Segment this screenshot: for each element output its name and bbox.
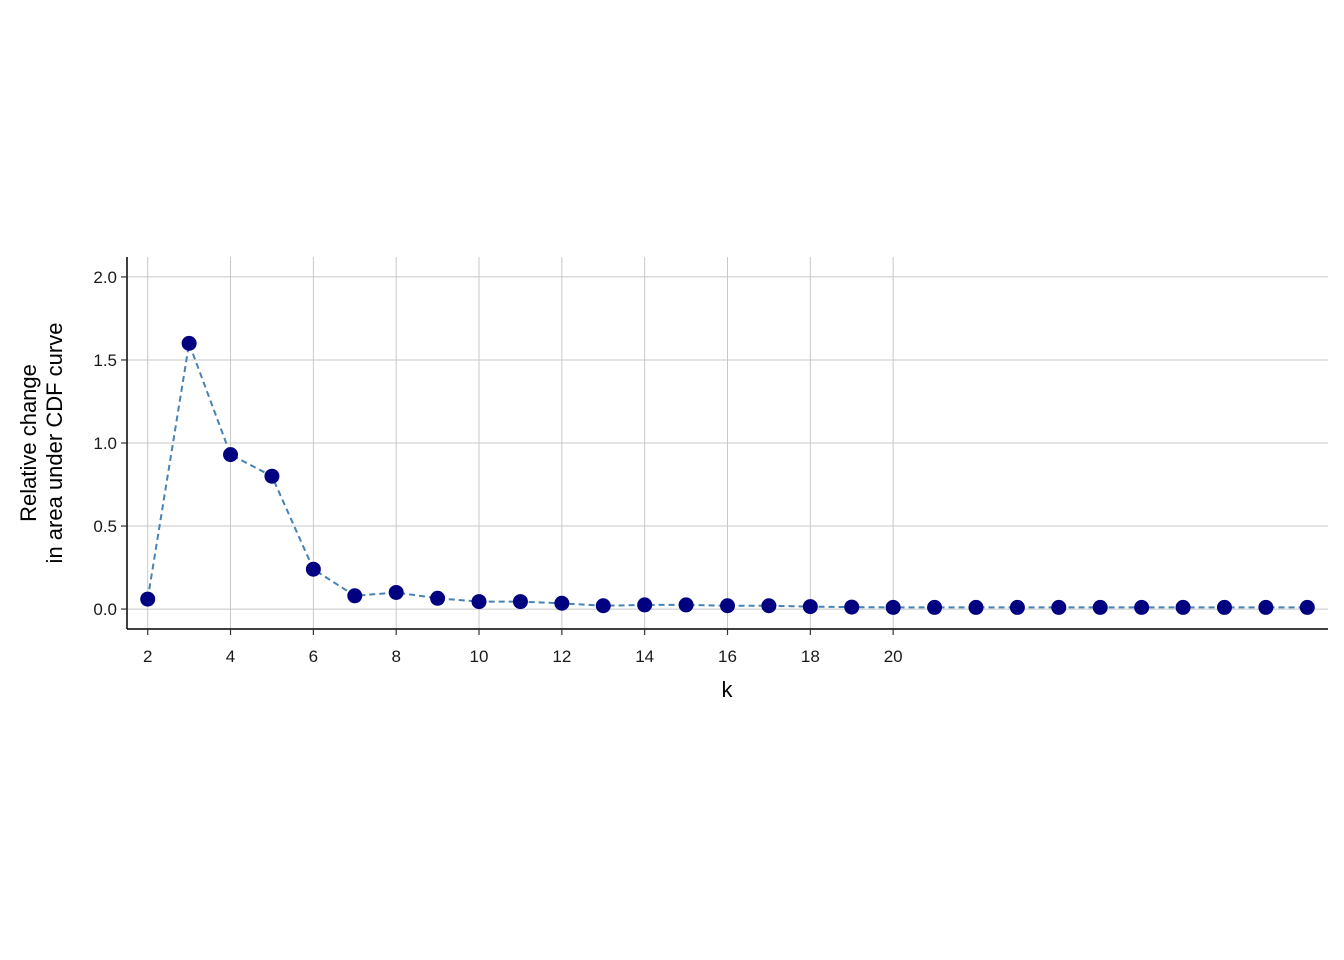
data-point-k7 xyxy=(347,588,363,604)
data-point-k3 xyxy=(181,335,197,351)
data-point-k27 xyxy=(1175,599,1191,615)
x-tick-label-9: 20 xyxy=(884,647,903,666)
data-point-k9 xyxy=(430,590,446,606)
x-tick-label-5: 12 xyxy=(552,647,571,666)
data-point-k11 xyxy=(512,594,528,610)
data-point-k2 xyxy=(140,591,156,607)
data-point-k21 xyxy=(927,599,943,615)
x-axis-title: k xyxy=(722,677,734,702)
data-point-k8 xyxy=(388,584,404,600)
x-tick-label-3: 8 xyxy=(391,647,400,666)
data-point-k22 xyxy=(968,599,984,615)
data-point-k20 xyxy=(885,599,901,615)
series-line xyxy=(146,339,1308,609)
data-point-k19 xyxy=(844,599,860,615)
y-tick-label-4: 2.0 xyxy=(93,268,117,287)
data-point-k26 xyxy=(1134,599,1150,615)
data-point-k15 xyxy=(678,597,694,613)
data-point-k6 xyxy=(305,561,321,577)
data-point-k4 xyxy=(223,447,239,463)
data-point-k13 xyxy=(595,598,611,614)
data-point-k25 xyxy=(1092,599,1108,615)
x-axis-ticks: 2 4 6 8 10 12 14 16 18 20 xyxy=(143,629,903,666)
data-point-k24 xyxy=(1051,599,1067,615)
data-point-k18 xyxy=(802,599,818,615)
y-axis-title-line-2: in area under CDF curve xyxy=(42,323,67,564)
data-point-k16 xyxy=(720,598,735,614)
data-point-k12 xyxy=(554,595,570,611)
data-point-k5 xyxy=(264,468,280,484)
y-tick-label-0: 0.0 xyxy=(93,600,117,619)
y-axis-title-line-1: Relative change xyxy=(16,364,41,522)
data-point-k30 xyxy=(1299,599,1315,615)
x-tick-label-6: 14 xyxy=(635,647,654,666)
y-tick-label-2: 1.0 xyxy=(93,434,117,453)
x-tick-label-7: 16 xyxy=(718,647,737,666)
y-tick-label-3: 1.5 xyxy=(93,351,117,370)
series-polyline xyxy=(146,339,1308,609)
data-point-k17 xyxy=(761,598,777,614)
grid xyxy=(127,257,1328,629)
x-tick-label-0: 2 xyxy=(143,647,152,666)
y-axis-ticks: 0.0 0.5 1.0 1.5 2.0 xyxy=(93,268,127,619)
data-point-k23 xyxy=(1009,599,1025,615)
data-points xyxy=(140,335,1315,615)
y-tick-label-1: 0.5 xyxy=(93,517,117,536)
data-point-k14 xyxy=(637,597,653,613)
x-tick-label-2: 6 xyxy=(309,647,318,666)
data-point-k29 xyxy=(1258,599,1274,615)
x-tick-label-1: 4 xyxy=(226,647,235,666)
data-point-k28 xyxy=(1216,599,1232,615)
x-tick-label-4: 10 xyxy=(470,647,489,666)
x-tick-label-8: 18 xyxy=(801,647,820,666)
y-axis-title: Relative change in area under CDF curve xyxy=(16,323,67,564)
data-point-k10 xyxy=(471,594,487,610)
